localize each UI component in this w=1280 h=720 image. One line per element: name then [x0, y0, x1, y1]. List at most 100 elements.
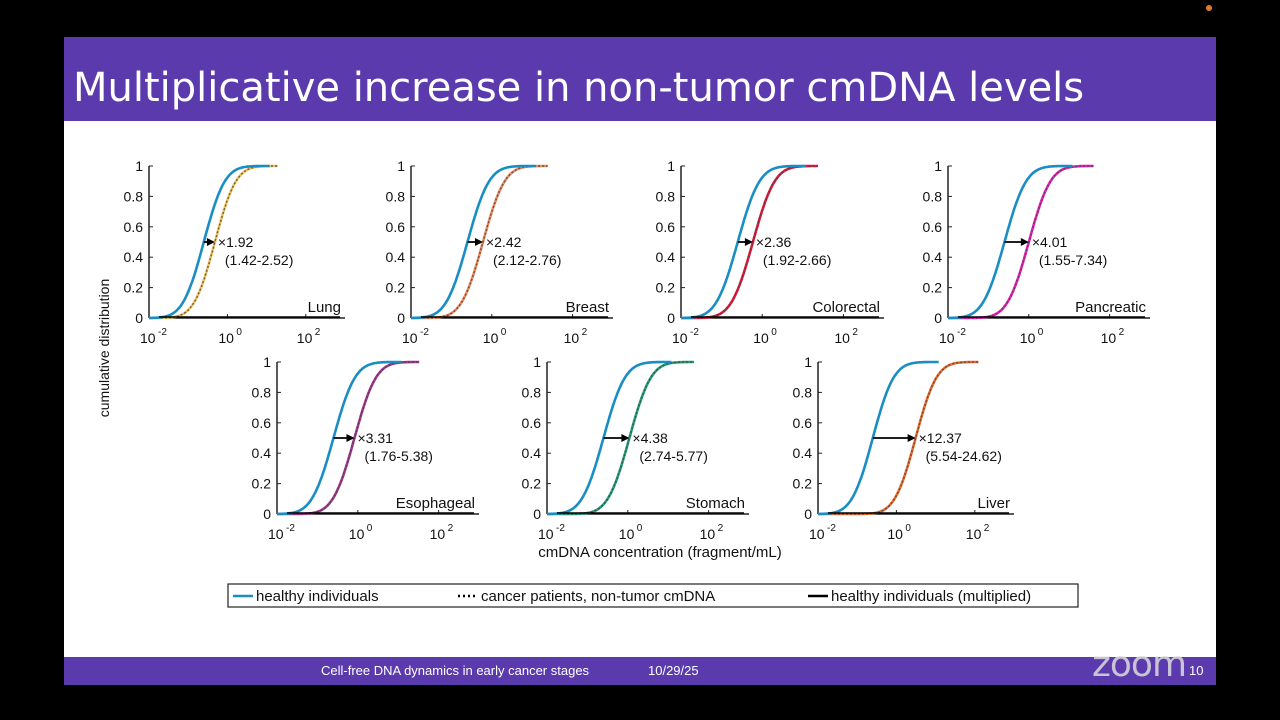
x-tick-label-breast-0: 10 — [402, 330, 418, 346]
footer-text: Cell-free DNA dynamics in early cancer s… — [321, 663, 590, 678]
y-tick-label-pancreatic-5: 1 — [934, 158, 942, 174]
x-tick-label-stomach-1: 10 — [619, 526, 635, 542]
y-tick-label-stomach-5: 1 — [533, 354, 541, 370]
title-bar: Multiplicative increase in non-tumor cmD… — [64, 37, 1216, 121]
x-tick-exponent-pancreatic-1: 0 — [1038, 327, 1044, 338]
y-tick-label-lung-4: 0.8 — [124, 188, 144, 204]
panel-name-pancreatic: Pancreatic — [1075, 299, 1146, 316]
x-tick-label-esophageal-1: 10 — [349, 526, 365, 542]
factor-label-liver: ×12.37 — [919, 430, 962, 446]
y-tick-label-colorectal-0: 0 — [667, 310, 675, 326]
x-tick-label-liver-0: 10 — [809, 526, 825, 542]
x-tick-exponent-colorectal-2: 2 — [852, 327, 858, 338]
ci-label-breast: (2.12-2.76) — [493, 252, 561, 268]
y-tick-label-stomach-2: 0.4 — [522, 445, 542, 461]
y-tick-label-esophageal-2: 0.4 — [252, 445, 272, 461]
x-tick-exponent-breast-1: 0 — [501, 327, 507, 338]
x-tick-label-colorectal-0: 10 — [672, 330, 688, 346]
y-tick-label-colorectal-4: 0.8 — [656, 188, 676, 204]
y-tick-label-liver-3: 0.6 — [793, 415, 813, 431]
x-tick-exponent-breast-0: -2 — [420, 327, 429, 338]
x-tick-exponent-stomach-1: 0 — [637, 523, 643, 534]
factor-arrowhead-lung — [206, 238, 215, 246]
y-tick-label-esophageal-5: 1 — [263, 354, 271, 370]
factor-label-breast: ×2.42 — [486, 234, 522, 250]
y-tick-label-colorectal-2: 0.4 — [656, 249, 676, 265]
ci-label-lung: (1.42-2.52) — [225, 252, 293, 268]
panel-name-lung: Lung — [308, 299, 341, 316]
x-tick-exponent-pancreatic-0: -2 — [957, 327, 966, 338]
factor-arrowhead-breast — [474, 238, 483, 246]
slide: Multiplicative increase in non-tumor cmD… — [64, 37, 1216, 657]
healthy-curve-liver — [818, 360, 939, 516]
y-tick-label-esophageal-4: 0.8 — [252, 384, 272, 400]
x-tick-exponent-colorectal-1: 0 — [771, 327, 777, 338]
legend-label-1: cancer patients, non-tumor cmDNA — [481, 588, 715, 605]
y-tick-label-breast-2: 0.4 — [386, 249, 406, 265]
y-tick-label-breast-4: 0.8 — [386, 188, 406, 204]
panel-name-colorectal: Colorectal — [812, 299, 880, 316]
x-tick-label-liver-2: 10 — [966, 526, 982, 542]
panel-name-esophageal: Esophageal — [396, 495, 475, 512]
healthy-curve-colorectal — [681, 164, 806, 320]
y-tick-label-stomach-0: 0 — [533, 506, 541, 522]
factor-arrowhead-pancreatic — [1020, 238, 1029, 246]
x-tick-label-lung-2: 10 — [297, 330, 313, 346]
y-tick-label-stomach-3: 0.6 — [522, 415, 542, 431]
factor-arrowhead-colorectal — [744, 238, 753, 246]
healthy-curve-breast — [411, 164, 536, 320]
x-tick-exponent-breast-2: 2 — [582, 327, 588, 338]
y-tick-label-stomach-1: 0.2 — [522, 476, 542, 492]
x-tick-label-pancreatic-0: 10 — [939, 330, 955, 346]
x-tick-exponent-liver-0: -2 — [827, 523, 836, 534]
x-tick-exponent-liver-2: 2 — [984, 523, 990, 534]
x-tick-exponent-esophageal-1: 0 — [367, 523, 373, 534]
y-tick-label-colorectal-5: 1 — [667, 158, 675, 174]
y-tick-label-breast-1: 0.2 — [386, 280, 406, 296]
x-tick-label-colorectal-2: 10 — [834, 330, 850, 346]
y-tick-label-pancreatic-3: 0.6 — [923, 219, 943, 235]
slide-title: Multiplicative increase in non-tumor cmD… — [73, 65, 1085, 111]
x-tick-exponent-stomach-2: 2 — [718, 523, 724, 534]
y-tick-label-breast-0: 0 — [397, 310, 405, 326]
x-tick-label-lung-0: 10 — [140, 330, 156, 346]
ci-label-stomach: (2.74-5.77) — [639, 448, 707, 464]
y-tick-label-stomach-4: 0.8 — [522, 384, 542, 400]
y-tick-label-esophageal-3: 0.6 — [252, 415, 272, 431]
x-tick-label-liver-1: 10 — [887, 526, 903, 542]
y-tick-label-breast-3: 0.6 — [386, 219, 406, 235]
factor-label-pancreatic: ×4.01 — [1032, 234, 1068, 250]
x-tick-label-stomach-2: 10 — [700, 526, 716, 542]
footer-date: 10/29/25 — [648, 663, 699, 678]
y-tick-label-colorectal-3: 0.6 — [656, 219, 676, 235]
x-tick-exponent-esophageal-0: -2 — [286, 523, 295, 534]
x-tick-exponent-colorectal-0: -2 — [690, 327, 699, 338]
y-tick-label-esophageal-0: 0 — [263, 506, 271, 522]
recording-indicator-icon — [1206, 5, 1212, 11]
y-tick-label-liver-5: 1 — [804, 354, 812, 370]
y-tick-label-liver-4: 0.8 — [793, 384, 813, 400]
x-tick-exponent-lung-1: 0 — [236, 327, 242, 338]
x-axis-label: cmDNA concentration (fragment/mL) — [538, 544, 781, 561]
factor-label-colorectal: ×2.36 — [756, 234, 792, 250]
x-tick-label-esophageal-0: 10 — [268, 526, 284, 542]
y-tick-label-liver-2: 0.4 — [793, 445, 813, 461]
y-tick-label-lung-2: 0.4 — [124, 249, 144, 265]
x-tick-exponent-lung-0: -2 — [158, 327, 167, 338]
x-tick-label-breast-1: 10 — [483, 330, 499, 346]
legend-label-0: healthy individuals — [256, 588, 379, 605]
y-tick-label-pancreatic-4: 0.8 — [923, 188, 943, 204]
cancer-curve-liver — [818, 361, 979, 515]
legend-label-2: healthy individuals (multiplied) — [831, 588, 1031, 605]
x-tick-exponent-esophageal-2: 2 — [448, 523, 454, 534]
x-tick-label-pancreatic-2: 10 — [1101, 330, 1117, 346]
y-tick-label-pancreatic-1: 0.2 — [923, 280, 943, 296]
cancer-curve-stomach — [547, 361, 695, 515]
y-tick-label-liver-1: 0.2 — [793, 476, 813, 492]
healthy-curve-pancreatic — [948, 164, 1073, 320]
factor-label-esophageal: ×3.31 — [357, 430, 393, 446]
ci-label-pancreatic: (1.55-7.34) — [1039, 252, 1107, 268]
ci-label-liver: (5.54-24.62) — [926, 448, 1002, 464]
panel-name-breast: Breast — [566, 299, 610, 316]
x-tick-exponent-stomach-0: -2 — [556, 523, 565, 534]
